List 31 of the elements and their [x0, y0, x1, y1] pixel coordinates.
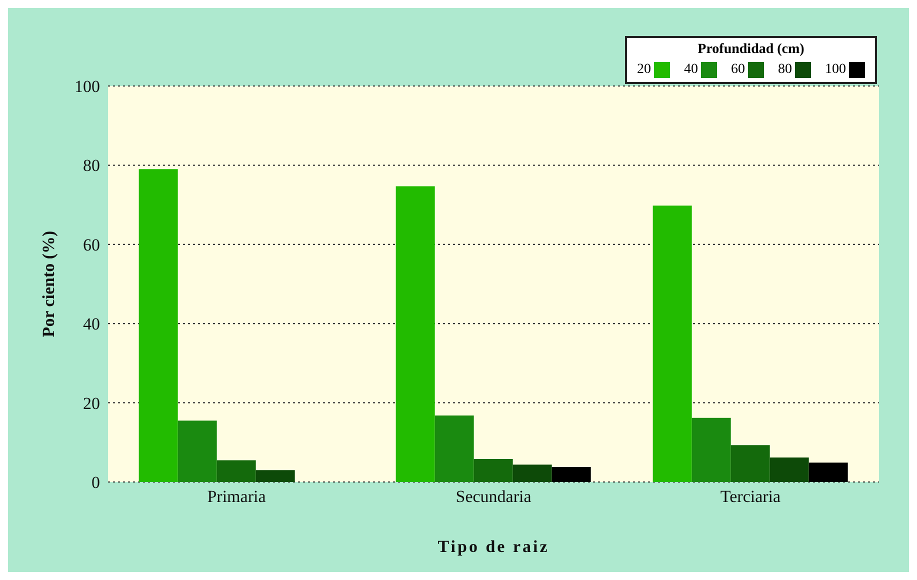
y-tick-label: 100 — [74, 77, 100, 96]
y-tick-label: 20 — [83, 394, 100, 413]
bar — [692, 418, 731, 482]
bar — [808, 462, 848, 482]
bar — [474, 459, 513, 482]
x-tick-label: Primaria — [207, 487, 266, 506]
bar — [512, 464, 552, 482]
bar — [256, 470, 295, 482]
y-tick-label: 80 — [83, 156, 100, 176]
y-tick-label: 40 — [83, 314, 100, 334]
bar — [138, 169, 178, 482]
legend-label: 80 — [778, 62, 792, 78]
legend-label: 20 — [637, 62, 651, 78]
x-tick-label: Terciaria — [720, 487, 782, 506]
x-axis-title: Tipo de raiz — [438, 537, 550, 556]
x-tick-label: Secundaria — [456, 487, 532, 506]
y-tick-label: 60 — [83, 235, 100, 254]
bar — [770, 457, 809, 482]
bar — [396, 186, 435, 482]
y-tick-label: 0 — [92, 473, 100, 492]
legend-label: 60 — [731, 62, 745, 78]
y-axis-title: Por ciento (%) — [39, 230, 58, 338]
legend-label: 100 — [825, 62, 846, 78]
bar — [652, 206, 692, 482]
bar — [216, 460, 256, 482]
bar — [434, 415, 474, 482]
bar — [730, 445, 770, 482]
bar — [178, 420, 217, 482]
legend-title: Profundidad (cm) — [696, 42, 806, 58]
legend-label: 40 — [684, 62, 698, 78]
bar — [552, 466, 591, 482]
